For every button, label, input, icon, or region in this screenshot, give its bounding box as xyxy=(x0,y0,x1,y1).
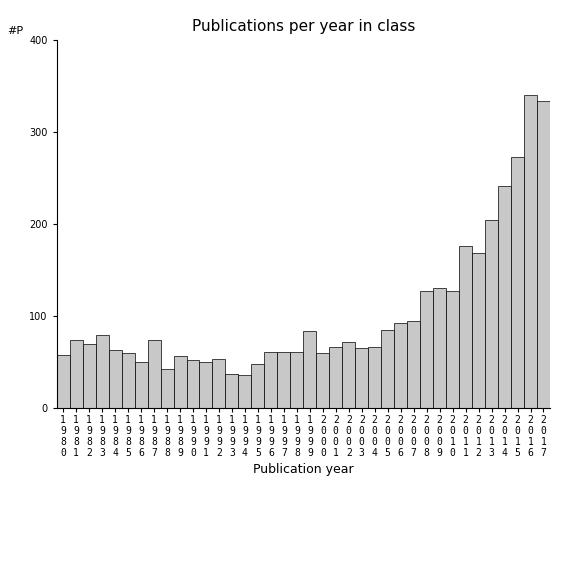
Bar xyxy=(200,362,213,408)
Bar xyxy=(420,291,433,408)
Bar xyxy=(264,352,277,408)
Bar xyxy=(498,186,511,408)
Bar xyxy=(472,253,485,408)
Bar xyxy=(303,331,316,408)
Bar xyxy=(239,375,251,408)
Bar xyxy=(121,353,134,408)
Bar xyxy=(147,340,160,408)
Bar xyxy=(356,348,368,408)
Bar xyxy=(277,352,290,408)
Bar xyxy=(459,246,472,408)
Bar xyxy=(213,359,226,408)
Bar xyxy=(187,361,200,408)
Bar xyxy=(342,342,356,408)
Bar xyxy=(174,356,187,408)
X-axis label: Publication year: Publication year xyxy=(253,463,354,476)
Bar xyxy=(368,346,381,408)
Bar xyxy=(537,101,550,408)
Bar xyxy=(96,335,109,408)
Bar xyxy=(160,369,174,408)
Bar xyxy=(83,344,96,408)
Title: Publications per year in class: Publications per year in class xyxy=(192,19,415,35)
Bar xyxy=(446,291,459,408)
Bar xyxy=(433,289,446,408)
Text: #P: #P xyxy=(7,26,23,36)
Bar xyxy=(226,374,239,408)
Bar xyxy=(511,156,524,408)
Bar xyxy=(251,364,264,408)
Bar xyxy=(407,321,420,408)
Bar xyxy=(57,355,70,408)
Bar xyxy=(329,346,342,408)
Bar xyxy=(109,350,121,408)
Bar xyxy=(524,95,537,408)
Bar xyxy=(290,352,303,408)
Bar xyxy=(134,362,147,408)
Bar xyxy=(485,220,498,408)
Bar xyxy=(316,353,329,408)
Bar xyxy=(394,323,407,408)
Bar xyxy=(381,330,394,408)
Bar xyxy=(70,340,83,408)
